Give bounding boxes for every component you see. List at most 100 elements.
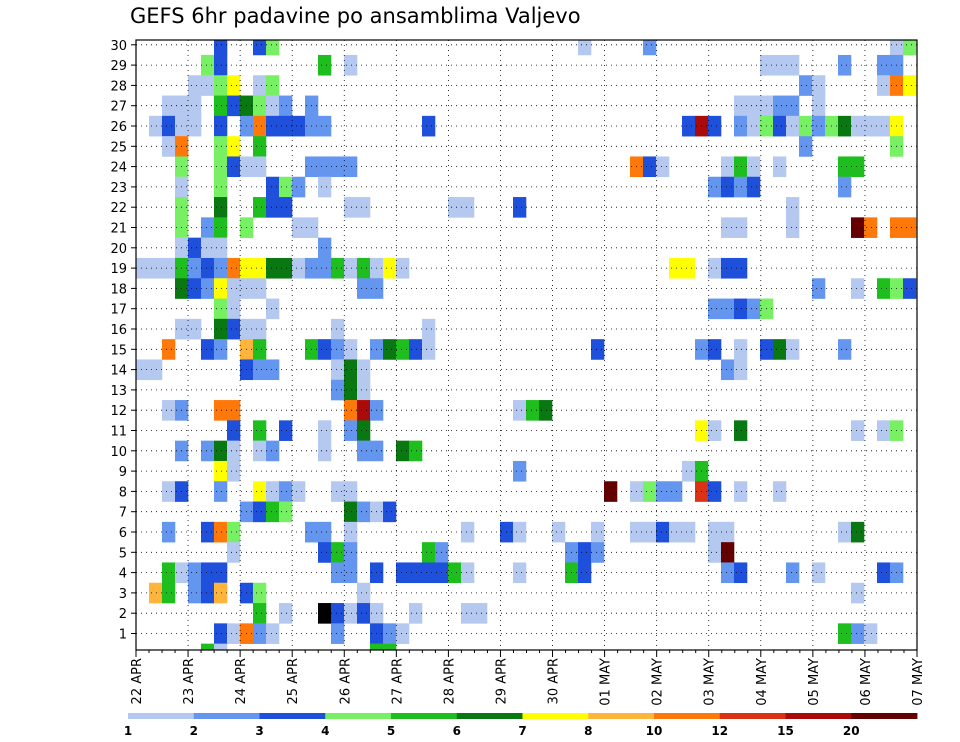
heatmap-cell (708, 542, 722, 563)
heatmap-cell (292, 481, 306, 502)
heatmap-cell (656, 156, 670, 178)
legend-label: 6 (453, 724, 461, 738)
heatmap-cell (383, 623, 397, 644)
heatmap-cell (786, 217, 800, 238)
heatmap-cell (682, 257, 696, 279)
heatmap-cell (812, 75, 826, 96)
x-tick-label: 26 APR (338, 658, 353, 704)
heatmap-cell (292, 217, 306, 238)
heatmap-cell (422, 542, 436, 563)
heatmap-cell (734, 481, 748, 502)
heatmap-cell (838, 176, 852, 198)
heatmap-cell (253, 40, 267, 56)
legend-label: 15 (777, 724, 794, 738)
heatmap-cell (214, 95, 228, 117)
heatmap-cell (838, 54, 852, 76)
heatmap-cell (201, 54, 215, 76)
heatmap-cell (370, 643, 384, 651)
legend-label: 3 (255, 724, 263, 738)
heatmap-cell (214, 460, 228, 482)
chart-title: GEFS 6hr padavine po ansamblima Valjevo (130, 4, 581, 28)
heatmap-cell (851, 278, 865, 299)
heatmap-cell (318, 339, 332, 360)
heatmap-cell (903, 278, 917, 299)
heatmap-cell (227, 75, 241, 96)
heatmap-cell (188, 257, 202, 279)
heatmap-cell (409, 339, 423, 360)
heatmap-cell (461, 562, 475, 584)
heatmap-cell (799, 136, 813, 157)
heatmap-cell (838, 156, 852, 178)
heatmap-cell (201, 278, 215, 299)
heatmap-cell (578, 562, 592, 584)
heatmap-cell (513, 562, 527, 584)
heatmap-cell (409, 440, 423, 462)
heatmap-cell (786, 562, 800, 584)
y-tick-label: 2 (119, 607, 127, 622)
heatmap-cell (669, 481, 683, 502)
heatmap-cell (812, 115, 826, 137)
heatmap-cell (708, 420, 722, 441)
heatmap-cell (734, 156, 748, 178)
heatmap-cell (669, 257, 683, 279)
heatmap-cell (383, 643, 397, 651)
x-tick-label: 24 APR (234, 658, 249, 704)
heatmap-cell (877, 54, 891, 76)
heatmap-cell (734, 115, 748, 137)
heatmap-cell (331, 257, 345, 279)
heatmap-cell (526, 400, 540, 421)
heatmap-cell (214, 339, 228, 360)
heatmap-cell (136, 359, 150, 381)
heatmap-cell (721, 562, 735, 584)
heatmap-cell (838, 521, 852, 543)
heatmap-cell (253, 156, 267, 178)
heatmap-cell (344, 54, 358, 76)
heatmap-cell (864, 623, 878, 644)
y-tick-label: 8 (119, 485, 127, 500)
heatmap-cell (721, 257, 735, 279)
heatmap-cell (734, 420, 748, 441)
heatmap-cell (279, 603, 293, 624)
heatmap-cell (279, 95, 293, 117)
heatmap-cell (214, 75, 228, 96)
heatmap-cell (877, 278, 891, 299)
heatmap-cell (162, 257, 176, 279)
heatmap-cell (877, 420, 891, 441)
heatmap-cell (344, 481, 358, 502)
heatmap-cell (708, 115, 722, 137)
heatmap-cell (838, 115, 852, 137)
heatmap-cell (188, 582, 202, 604)
x-tick-label: 30 APR (547, 658, 562, 704)
heatmap-cell (747, 115, 761, 137)
heatmap-cell (383, 501, 397, 523)
y-tick-label: 22 (110, 201, 127, 216)
heatmap-cell (799, 75, 813, 96)
heatmap-cell (214, 257, 228, 279)
heatmap-cell (331, 481, 345, 502)
heatmap-cell (253, 95, 267, 117)
heatmap-cell (344, 379, 358, 401)
legend-swatch (325, 713, 392, 719)
y-tick-label: 21 (110, 222, 127, 237)
heatmap-cell (604, 481, 618, 502)
y-tick-label: 18 (110, 282, 127, 297)
heatmap-cell (890, 40, 904, 56)
heatmap-cell (201, 75, 215, 96)
heatmap-cell (461, 521, 475, 543)
heatmap-cell (227, 257, 241, 279)
heatmap-cell (214, 521, 228, 543)
heatmap-cell (708, 298, 722, 320)
heatmap-cell (708, 521, 722, 543)
legend-swatch (193, 713, 260, 719)
heatmap-cell (188, 562, 202, 584)
heatmap-cell (188, 75, 202, 96)
heatmap-cell (344, 400, 358, 421)
heatmap-cell (786, 115, 800, 137)
heatmap-cell (422, 318, 436, 340)
heatmap-cell (396, 440, 410, 462)
heatmap-cell (201, 217, 215, 238)
legend-swatch (391, 713, 458, 719)
heatmap-cell (513, 521, 527, 543)
y-tick-label: 1 (119, 628, 127, 643)
